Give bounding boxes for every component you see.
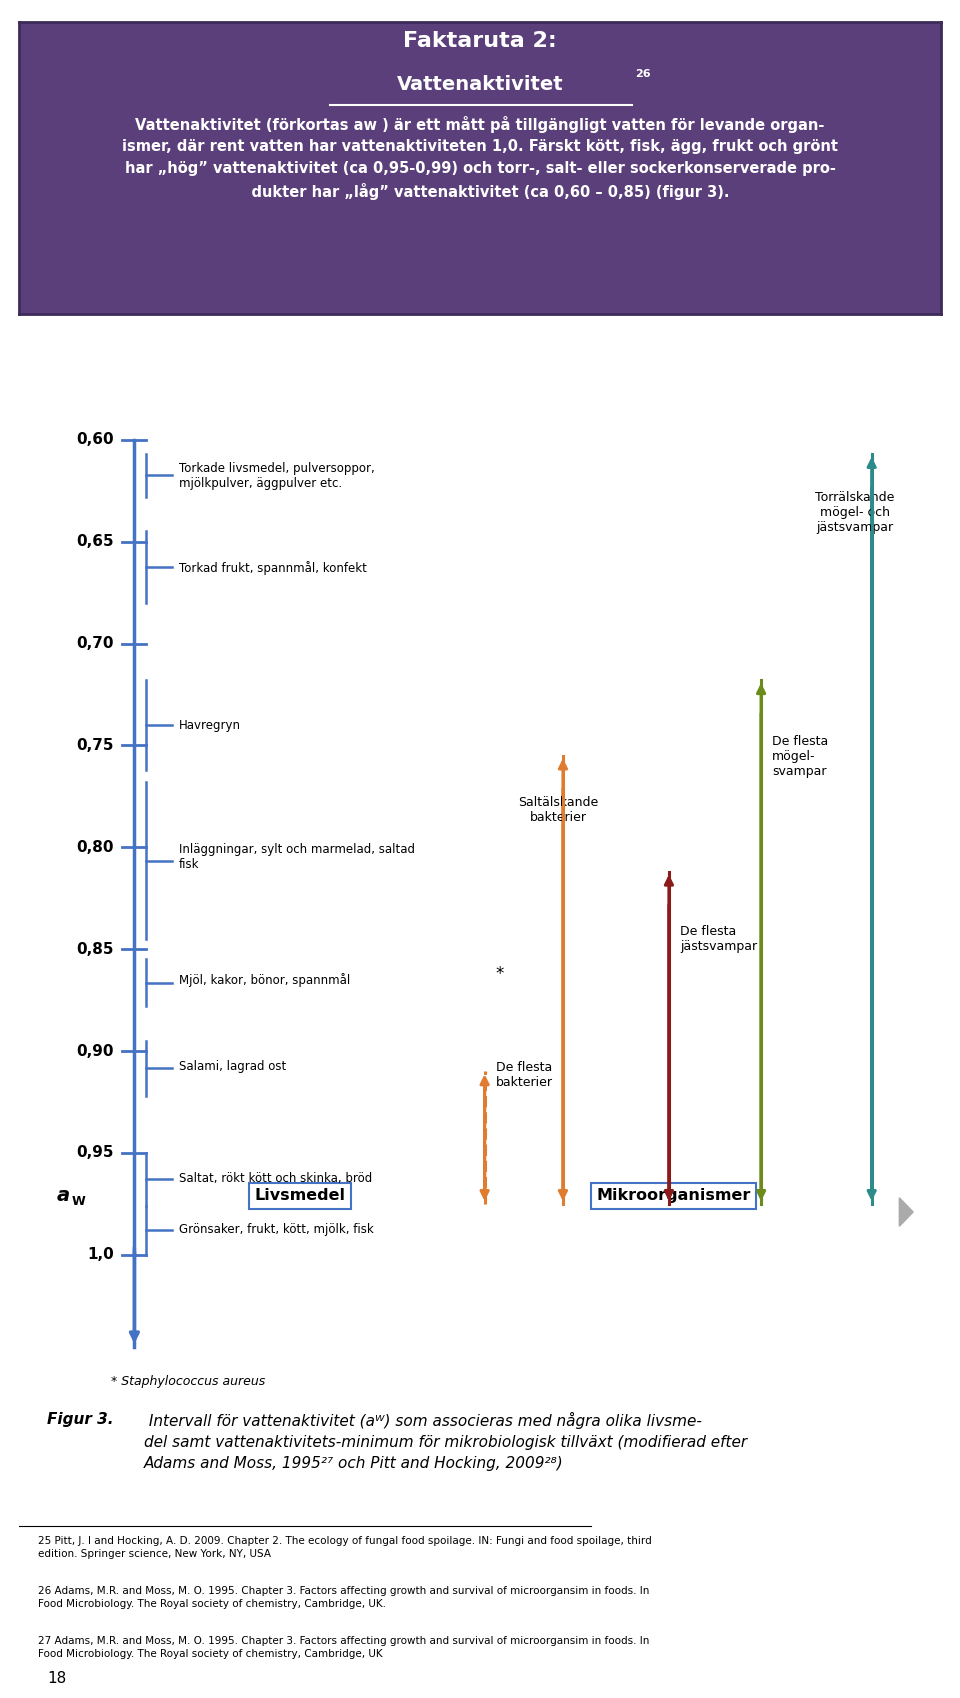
Text: * Staphylococcus aureus: * Staphylococcus aureus [111,1375,266,1387]
Text: 1,0: 1,0 [87,1248,114,1262]
Text: 26: 26 [635,70,651,78]
Text: Vattenaktivitet (förkortas aw ) är ett mått på tillgängligt vatten för levande o: Vattenaktivitet (förkortas aw ) är ett m… [122,115,838,200]
Text: Inläggningar, sylt och marmelad, saltad
fisk: Inläggningar, sylt och marmelad, saltad … [179,844,415,871]
Text: Figur 3.: Figur 3. [47,1413,113,1426]
Text: Mjöl, kakor, bönor, spannmål: Mjöl, kakor, bönor, spannmål [179,973,349,987]
Text: 26 Adams, M.R. and Moss, M. O. 1995. Chapter 3. Factors affecting growth and sur: 26 Adams, M.R. and Moss, M. O. 1995. Cha… [37,1586,649,1608]
Text: Torkad frukt, spannmål, konfekt: Torkad frukt, spannmål, konfekt [179,560,367,576]
Text: De flesta
mögel-
svampar: De flesta mögel- svampar [772,735,828,778]
Text: Torkade livsmedel, pulversoppor,
mjölkpulver, äggpulver etc.: Torkade livsmedel, pulversoppor, mjölkpu… [179,462,374,491]
Text: 0,80: 0,80 [77,841,114,854]
Text: Grönsaker, frukt, kött, mjölk, fisk: Grönsaker, frukt, kött, mjölk, fisk [179,1223,373,1236]
Text: Salami, lagrad ost: Salami, lagrad ost [179,1060,286,1073]
Text: Faktaruta 2:: Faktaruta 2: [403,31,557,51]
Text: 27 Adams, M.R. and Moss, M. O. 1995. Chapter 3. Factors affecting growth and sur: 27 Adams, M.R. and Moss, M. O. 1995. Cha… [37,1637,649,1659]
Text: 0,75: 0,75 [77,739,114,752]
Text: 0,90: 0,90 [77,1044,114,1058]
Polygon shape [900,1197,913,1226]
Text: Livsmedel: Livsmedel [254,1189,346,1204]
Text: a: a [57,1187,70,1206]
Text: De flesta
bakterier: De flesta bakterier [495,1061,553,1088]
Text: Saltälskande
bakterier: Saltälskande bakterier [518,796,598,824]
Text: W: W [72,1195,85,1209]
Text: Intervall för vattenaktivitet (aᵂ) som associeras med några olika livsme-
del sa: Intervall för vattenaktivitet (aᵂ) som a… [144,1413,747,1470]
Text: Havregryn: Havregryn [179,718,241,732]
Text: Torrälskande
mögel- och
jästsvampar: Torrälskande mögel- och jästsvampar [815,491,895,533]
Text: De flesta
jästsvampar: De flesta jästsvampar [680,925,757,953]
Text: 18: 18 [47,1671,66,1686]
Text: Vattenaktivitet: Vattenaktivitet [396,75,564,93]
Text: Saltat, rökt kött och skinka, bröd: Saltat, rökt kött och skinka, bröd [179,1172,372,1185]
Text: 0,70: 0,70 [77,637,114,650]
Text: 0,95: 0,95 [77,1146,114,1160]
Text: *: * [495,966,504,983]
Text: 0,65: 0,65 [77,535,114,548]
Text: Mikroorganismer: Mikroorganismer [596,1189,751,1204]
Text: 0,60: 0,60 [77,433,114,447]
Text: 0,85: 0,85 [77,942,114,956]
Text: 25 Pitt, J. I and Hocking, A. D. 2009. Chapter 2. The ecology of fungal food spo: 25 Pitt, J. I and Hocking, A. D. 2009. C… [37,1537,652,1559]
